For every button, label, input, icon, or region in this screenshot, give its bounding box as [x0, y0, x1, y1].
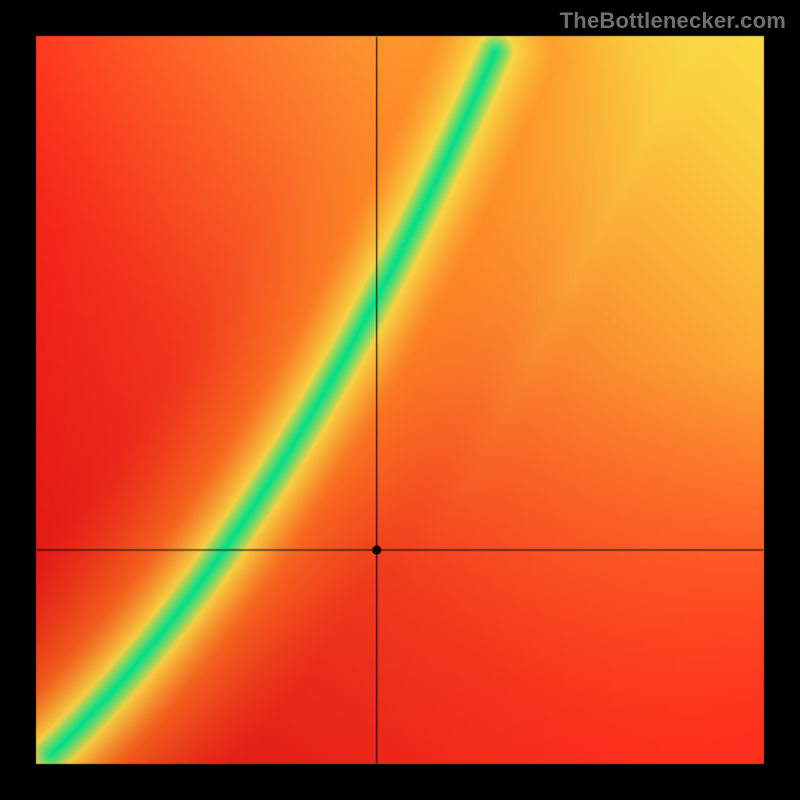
heatmap-canvas: [0, 0, 800, 800]
watermark-text: TheBottlenecker.com: [560, 8, 786, 34]
chart-container: TheBottlenecker.com: [0, 0, 800, 800]
